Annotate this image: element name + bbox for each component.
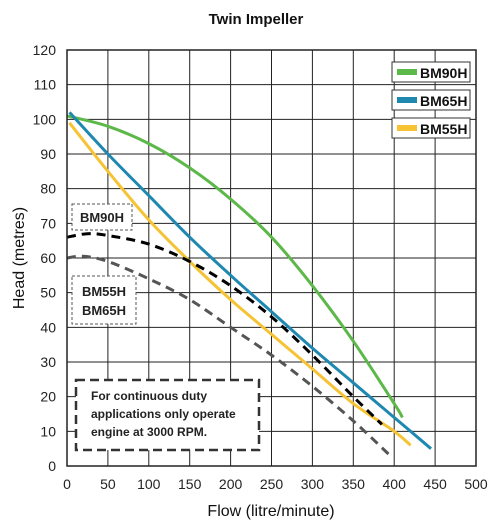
legend-item-bm55h: BM55H — [391, 117, 471, 139]
y-tick-label: 40 — [40, 319, 56, 335]
y-tick-label: 10 — [40, 423, 56, 439]
legend-swatch — [397, 97, 417, 103]
y-tick-label: 100 — [33, 111, 57, 127]
annotation-bm90h-dashed: BM90H — [71, 203, 133, 231]
note-line: For continuous duty — [91, 389, 207, 403]
continuous-duty-note: For continuous duty applications only op… — [74, 378, 261, 452]
note-line: engine at 3000 RPM. — [91, 425, 207, 439]
legend-label: BM65H — [420, 93, 467, 109]
x-tick-label: 200 — [219, 476, 243, 492]
x-tick-label: 300 — [301, 476, 325, 492]
legend: BM90H BM65H BM55H — [391, 61, 471, 139]
tick-labels: 0 50 100 150 200 250 300 350 400 450 500 0 10 20 30 40 5… — [33, 42, 488, 492]
series-line-bm55h-bm65h-dashed — [66, 254, 392, 457]
x-tick-label: 0 — [63, 476, 71, 492]
x-tick-label: 450 — [423, 476, 447, 492]
y-tick-label: 70 — [40, 215, 56, 231]
x-axis-label: Flow (litre/minute) — [207, 503, 334, 520]
y-tick-label: 110 — [34, 77, 57, 93]
chart-title: Twin Impeller — [209, 11, 304, 28]
annotation-label: BM55H — [82, 284, 126, 299]
legend-swatch — [397, 69, 417, 75]
series-lines — [66, 111, 432, 457]
plot-frame — [66, 49, 477, 467]
x-tick-label: 250 — [260, 476, 284, 492]
legend-label: BM55H — [420, 121, 467, 137]
annotation-label: BM65H — [82, 303, 126, 318]
y-tick-label: 90 — [40, 146, 56, 162]
annotation-label: BM90H — [80, 210, 124, 225]
series-line-bm65h — [68, 111, 432, 450]
y-tick-label: 30 — [40, 354, 56, 370]
legend-item-bm65h: BM65H — [391, 89, 471, 111]
x-tick-label: 100 — [137, 476, 161, 492]
legend-item-bm90h: BM90H — [391, 61, 471, 83]
y-axis-label: Head (metres) — [11, 207, 28, 309]
x-tick-label: 400 — [383, 476, 407, 492]
y-tick-label: 20 — [40, 389, 56, 405]
series-line-bm55h — [68, 121, 412, 447]
y-tick-label: 60 — [40, 250, 56, 266]
legend-label: BM90H — [420, 65, 467, 81]
x-tick-label: 500 — [464, 476, 488, 492]
y-tick-label: 0 — [48, 458, 56, 474]
note-line: applications only operate — [91, 407, 236, 421]
series-line-bm90h — [66, 114, 404, 419]
y-tick-label: 50 — [40, 285, 56, 301]
annotation-bm55h-bm65h-dashed: BM55H BM65H — [71, 275, 137, 325]
x-tick-label: 50 — [100, 476, 116, 492]
series-line-bm90h-dashed — [66, 232, 383, 426]
legend-swatch — [397, 125, 417, 131]
y-tick-label: 80 — [40, 181, 56, 197]
x-tick-label: 150 — [178, 476, 202, 492]
y-tick-label: 120 — [33, 42, 57, 58]
x-tick-label: 350 — [342, 476, 366, 492]
